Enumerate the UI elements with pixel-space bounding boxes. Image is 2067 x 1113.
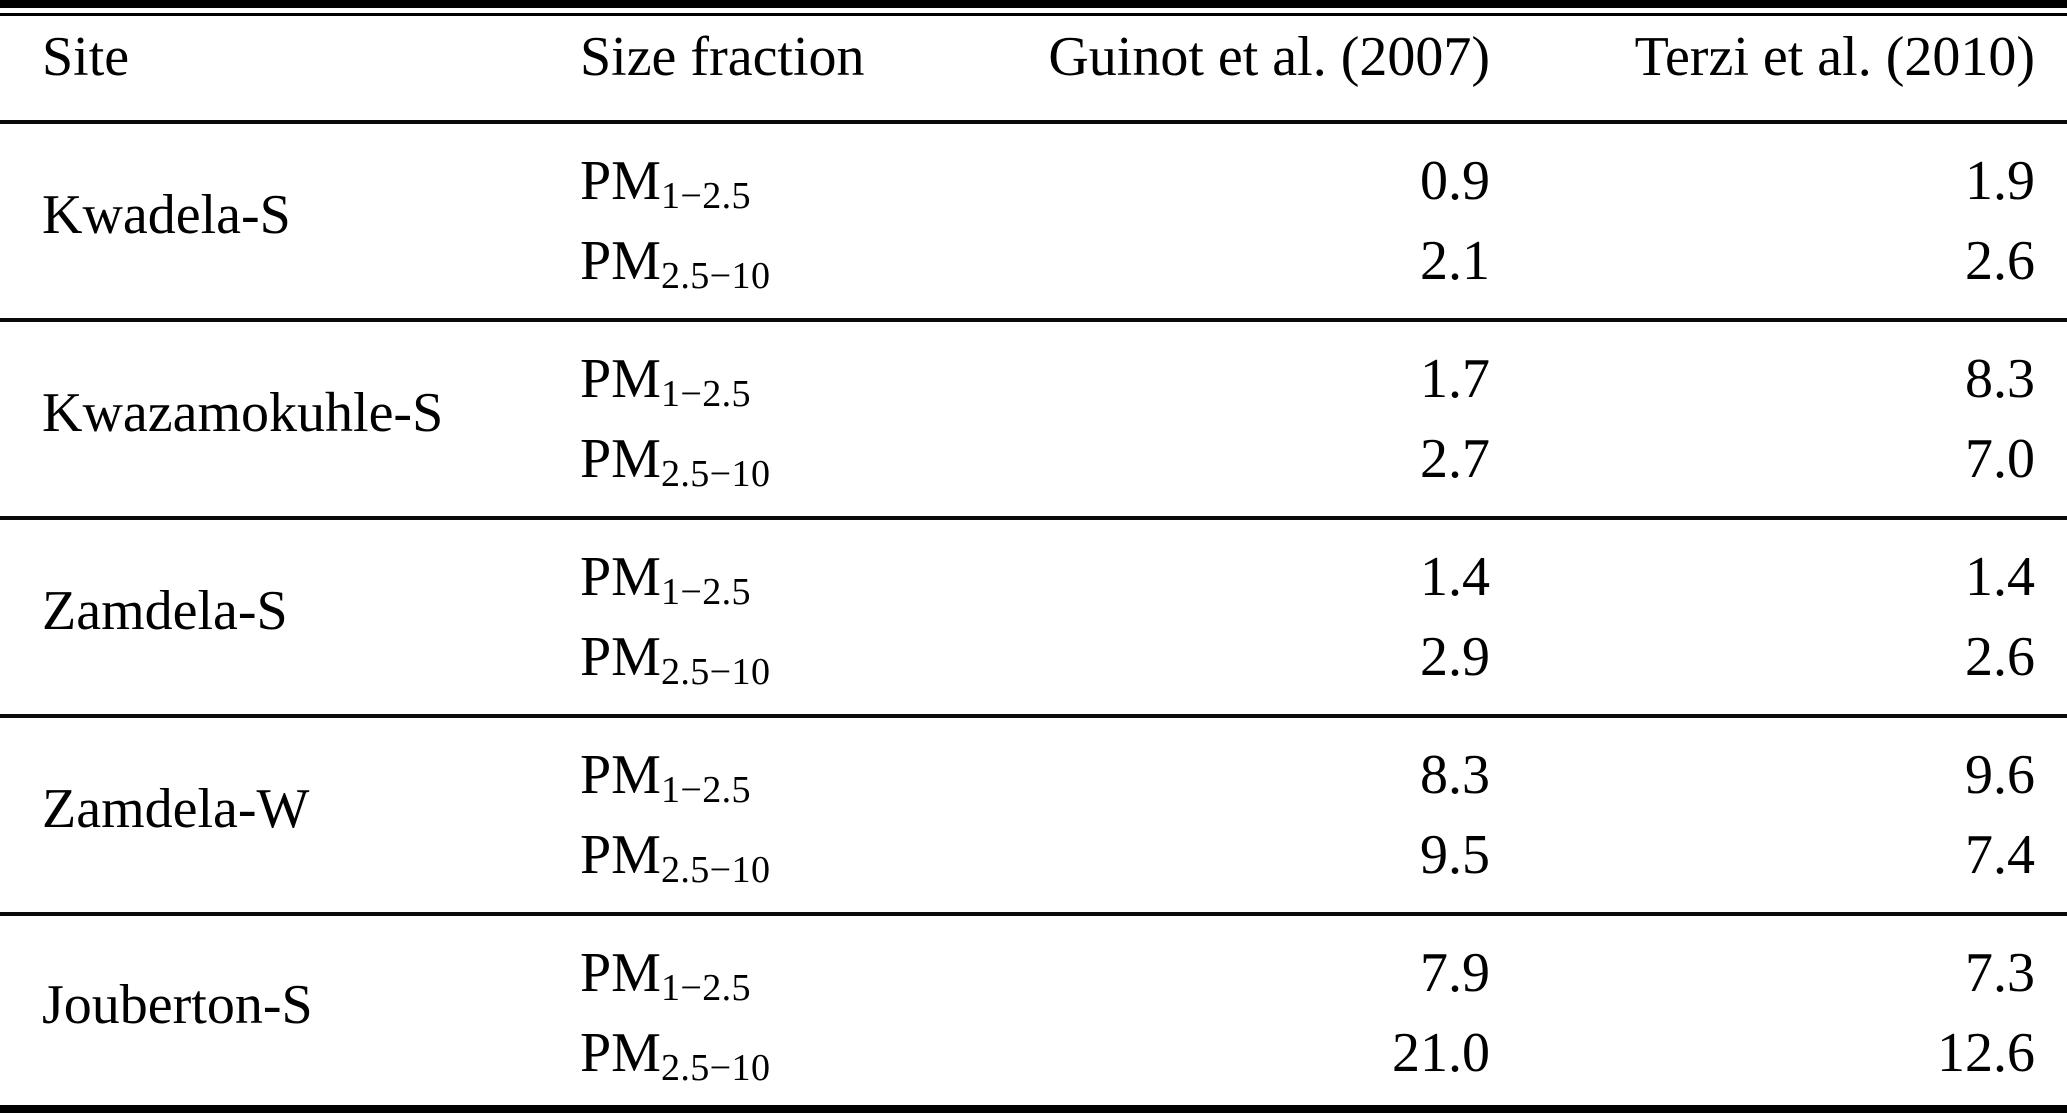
table-row-group-zamdela-w: Zamdela-W PM1−2.5 PM2.5−10 8.3 9.5 9.6 7…	[0, 718, 2067, 912]
guinot-values-cell: 1.7 2.7	[988, 322, 1490, 516]
size-fraction-cell: PM1−2.5 PM2.5−10	[580, 124, 988, 318]
table-row-group-zamdela-s: Zamdela-S PM1−2.5 PM2.5−10 1.4 2.9 1.4 2…	[0, 520, 2067, 714]
table-row-group-kwadela-s: Kwadela-S PM1−2.5 PM2.5−10 0.9 2.1 1.9 2…	[0, 124, 2067, 318]
terzi-value: 7.4	[1965, 824, 2035, 886]
column-header-site: Site	[42, 26, 130, 88]
top-rule-thick	[0, 0, 2067, 8]
pm-subscript: 1−2.5	[660, 769, 751, 812]
guinot-value: 1.4	[1420, 546, 1490, 608]
terzi-value: 2.6	[1965, 230, 2035, 292]
header-separator-rule	[0, 120, 2067, 124]
guinot-value: 2.9	[1420, 626, 1490, 688]
guinot-value: 21.0	[1392, 1022, 1490, 1084]
guinot-values-cell: 1.4 2.9	[988, 520, 1490, 714]
pm-subscript: 2.5−10	[660, 453, 771, 496]
guinot-value: 2.1	[1420, 230, 1490, 292]
group-separator-rule	[0, 516, 2067, 520]
terzi-value: 8.3	[1965, 348, 2035, 410]
size-fraction-label: PM1−2.5	[580, 942, 751, 1010]
terzi-value: 9.6	[1965, 744, 2035, 806]
pm-subscript: 1−2.5	[660, 175, 751, 218]
site-label: Kwazamokuhle-S	[42, 382, 444, 444]
pm-subscript: 1−2.5	[660, 571, 751, 614]
size-fraction-label: PM2.5−10	[580, 626, 771, 694]
pm-subscript: 2.5−10	[660, 1047, 771, 1090]
terzi-value: 1.9	[1965, 150, 2035, 212]
group-separator-rule	[0, 318, 2067, 322]
guinot-value: 1.7	[1420, 348, 1490, 410]
table-row-group-jouberton-s: Jouberton-S PM1−2.5 PM2.5−10 7.9 21.0 7.…	[0, 916, 2067, 1105]
table-header-row: Site Size fraction Guinot et al. (2007) …	[0, 16, 2067, 120]
guinot-values-cell: 7.9 21.0	[988, 916, 1490, 1105]
guinot-value: 7.9	[1420, 942, 1490, 1004]
table-row-group-kwazamokuhle-s: Kwazamokuhle-S PM1−2.5 PM2.5−10 1.7 2.7 …	[0, 322, 2067, 516]
guinot-value: 9.5	[1420, 824, 1490, 886]
guinot-value: 2.7	[1420, 428, 1490, 490]
pm-subscript: 1−2.5	[660, 967, 751, 1010]
top-rule-thin	[0, 13, 2067, 16]
size-fraction-label: PM1−2.5	[580, 546, 751, 614]
size-fraction-cell: PM1−2.5 PM2.5−10	[580, 520, 988, 714]
guinot-value: 0.9	[1420, 150, 1490, 212]
terzi-value: 7.3	[1965, 942, 2035, 1004]
column-header-terzi: Terzi et al. (2010)	[1634, 26, 2035, 88]
bottom-rule-thick	[0, 1105, 2067, 1113]
pm-subscript: 2.5−10	[660, 651, 771, 694]
size-fraction-label: PM1−2.5	[580, 744, 751, 812]
guinot-values-cell: 0.9 2.1	[988, 124, 1490, 318]
group-separator-rule	[0, 714, 2067, 718]
site-label: Zamdela-W	[42, 778, 310, 840]
terzi-values-cell: 1.4 2.6	[1490, 520, 2035, 714]
size-fraction-cell: PM1−2.5 PM2.5−10	[580, 322, 988, 516]
site-label: Jouberton-S	[42, 973, 313, 1036]
guinot-value: 8.3	[1420, 744, 1490, 806]
terzi-value: 2.6	[1965, 626, 2035, 688]
guinot-values-cell: 8.3 9.5	[988, 718, 1490, 912]
size-fraction-label: PM2.5−10	[580, 230, 771, 298]
size-fraction-label: PM2.5−10	[580, 428, 771, 496]
size-fraction-label: PM2.5−10	[580, 824, 771, 892]
column-header-guinot: Guinot et al. (2007)	[1048, 26, 1490, 88]
site-label: Zamdela-S	[42, 580, 288, 642]
site-label: Kwadela-S	[42, 184, 291, 246]
size-fraction-label: PM1−2.5	[580, 150, 751, 218]
terzi-values-cell: 7.3 12.6	[1490, 916, 2035, 1105]
terzi-value: 1.4	[1965, 546, 2035, 608]
terzi-values-cell: 8.3 7.0	[1490, 322, 2035, 516]
size-fraction-cell: PM1−2.5 PM2.5−10	[580, 718, 988, 912]
pm-subscript: 1−2.5	[660, 373, 751, 416]
column-header-size-fraction: Size fraction	[580, 26, 865, 88]
terzi-value: 7.0	[1965, 428, 2035, 490]
terzi-value: 12.6	[1937, 1022, 2035, 1084]
size-fraction-label: PM1−2.5	[580, 348, 751, 416]
terzi-values-cell: 1.9 2.6	[1490, 124, 2035, 318]
size-fraction-cell: PM1−2.5 PM2.5−10	[580, 916, 988, 1105]
size-fraction-label: PM2.5−10	[580, 1022, 771, 1090]
group-separator-rule	[0, 912, 2067, 916]
pm-subscript: 2.5−10	[660, 849, 771, 892]
pm-subscript: 2.5−10	[660, 255, 771, 298]
terzi-values-cell: 9.6 7.4	[1490, 718, 2035, 912]
